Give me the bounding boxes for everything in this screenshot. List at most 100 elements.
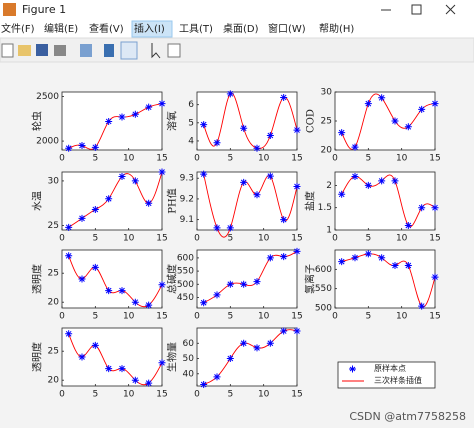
window-title: Figure 1	[22, 3, 66, 16]
sample-point	[338, 190, 346, 198]
sample-point	[78, 353, 86, 361]
sample-point	[78, 142, 86, 150]
tool-browser[interactable]	[167, 43, 181, 58]
sample-point	[404, 261, 412, 269]
menu-item[interactable]: 文件(F)	[1, 22, 35, 35]
y-axis-label: PH值	[166, 188, 179, 213]
x-tick-label: 5	[92, 154, 98, 164]
close[interactable]	[445, 4, 456, 15]
x-tick-label: 5	[227, 390, 233, 400]
y-tick-label: 25	[48, 221, 59, 231]
y-axis-label: 透明度	[31, 264, 44, 294]
sample-point	[391, 117, 399, 125]
y-tick-label: 5	[188, 118, 194, 128]
subplot: 0 5 10 15 2000 2500 轮虫	[31, 91, 168, 164]
axes-box	[196, 327, 298, 387]
sample-point	[431, 204, 439, 212]
sample-point	[338, 258, 346, 266]
x-tick-label: 5	[92, 390, 98, 400]
y-tick-label: 25	[48, 269, 59, 279]
sample-point	[364, 100, 372, 108]
sample-point	[404, 123, 412, 131]
y-tick-label: 500	[177, 280, 194, 290]
menu-item[interactable]: 查看(V)	[89, 22, 124, 35]
sample-point	[78, 275, 86, 283]
sample-point	[158, 168, 166, 176]
menu-item[interactable]: 编辑(E)	[44, 22, 78, 35]
sample-point	[266, 172, 274, 180]
watermark: CSDN @atm7758258	[349, 410, 466, 423]
sample-point	[253, 191, 261, 199]
y-tick-label: 20	[48, 298, 60, 308]
sample-point	[293, 126, 301, 134]
x-tick-label: 10	[123, 390, 135, 400]
x-tick-label: 15	[156, 390, 167, 400]
x-tick-label: 5	[227, 234, 233, 244]
axes-box	[334, 91, 436, 151]
y-tick-label: 20	[48, 376, 60, 386]
sample-point	[418, 105, 426, 113]
y-axis-label: 氯离子	[304, 264, 317, 294]
sample-point	[378, 177, 386, 185]
sample-point	[91, 143, 99, 151]
sample-point	[145, 301, 153, 309]
menu-item[interactable]: 桌面(D)	[223, 22, 259, 35]
subplot: 0 5 10 15 20 25 30 COD	[306, 88, 441, 164]
sample-point	[91, 341, 99, 349]
tool-new[interactable]	[1, 43, 14, 58]
menu-item[interactable]: 帮助(H)	[319, 22, 354, 35]
tool-open[interactable]	[18, 45, 31, 56]
y-tick-label: 9.3	[180, 174, 194, 184]
tool-pointer[interactable]	[151, 43, 161, 59]
tool-print[interactable]	[54, 45, 66, 56]
tool-save[interactable]	[36, 44, 48, 56]
tool-link[interactable]	[80, 44, 92, 57]
axes-box	[61, 327, 163, 387]
x-tick-label: 0	[59, 312, 65, 322]
sample-point	[65, 330, 73, 338]
sample-point	[158, 281, 166, 289]
x-tick-label: 15	[291, 312, 302, 322]
sample-point	[118, 287, 126, 295]
sample-point	[240, 339, 248, 347]
x-tick-label: 10	[396, 312, 408, 322]
y-tick-label: 600	[315, 265, 332, 275]
x-tick-label: 15	[156, 312, 167, 322]
axes-box	[334, 171, 436, 231]
axes-box	[334, 249, 436, 309]
y-tick-label: 50	[183, 354, 195, 364]
sample-point	[240, 178, 248, 186]
x-tick-label: 15	[156, 154, 167, 164]
menu-item[interactable]: 窗口(W)	[268, 22, 306, 35]
x-tick-label: 5	[365, 234, 371, 244]
y-tick-label: 2500	[36, 92, 59, 102]
y-axis-label: 水温	[32, 191, 44, 211]
x-tick-label: 15	[429, 154, 440, 164]
sample-point	[418, 204, 426, 212]
sample-point	[226, 224, 234, 232]
sample-point	[240, 124, 248, 132]
sample-point	[364, 250, 372, 258]
maximize[interactable]	[411, 4, 422, 15]
sample-point	[351, 143, 359, 151]
x-tick-label: 0	[194, 390, 200, 400]
x-tick-label: 10	[258, 390, 270, 400]
subplot: 0 5 10 15 20 25 透明度	[31, 327, 168, 400]
tool-colorbar[interactable]	[104, 44, 114, 57]
sample-point	[213, 224, 221, 232]
menu-item[interactable]: 插入(I)	[134, 22, 165, 35]
sample-point	[65, 144, 73, 152]
tool-legend[interactable]	[120, 41, 138, 60]
sample-point	[266, 339, 274, 347]
sample-point	[226, 90, 234, 98]
x-tick-label: 0	[59, 154, 65, 164]
spline-curve	[203, 173, 298, 238]
x-tick-label: 15	[429, 312, 440, 322]
y-tick-label: 25	[48, 347, 59, 357]
menu-item[interactable]: 工具(T)	[179, 23, 213, 35]
sample-point	[131, 298, 139, 306]
